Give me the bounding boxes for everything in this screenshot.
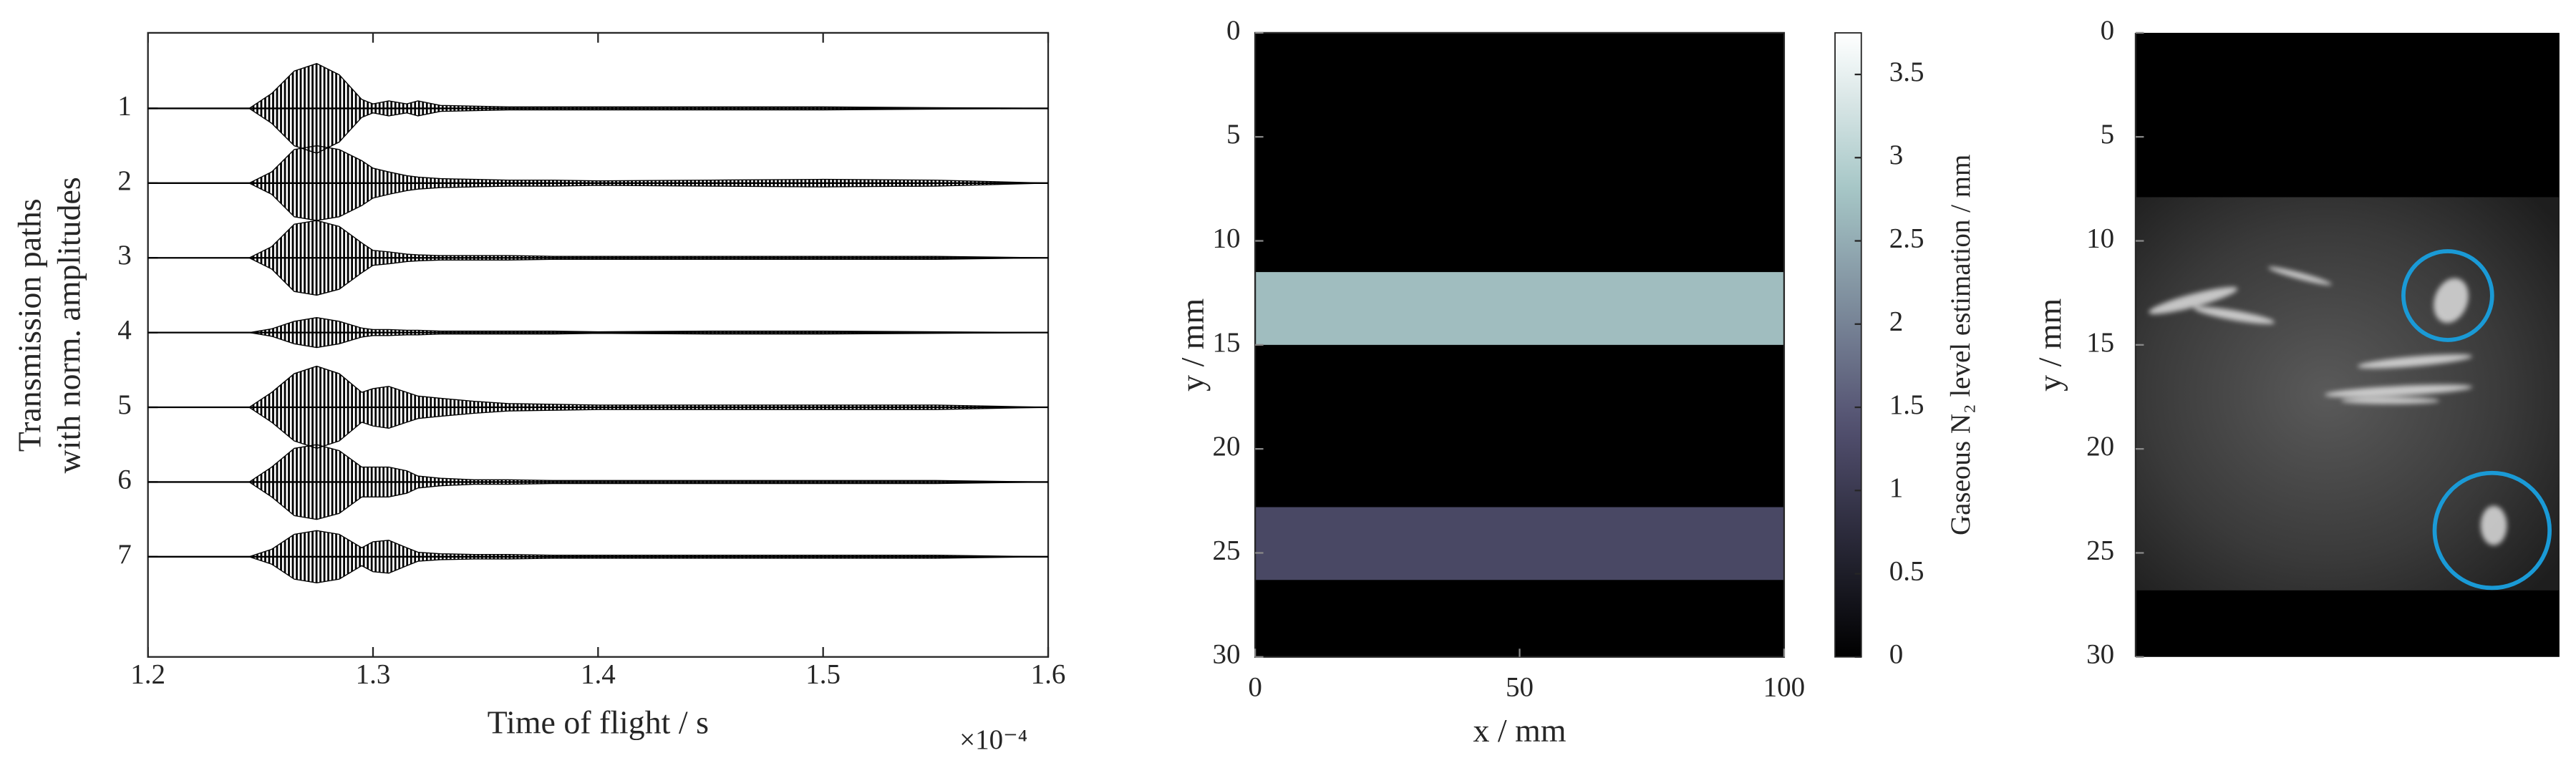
y-tick-label: 7 — [117, 539, 131, 570]
x-axis-label: Time of flight / s — [488, 704, 709, 741]
x-tick-label: 50 — [1506, 672, 1534, 703]
y-axis-label: Transmission paths — [11, 198, 48, 452]
x-axis-label: x / mm — [1473, 712, 1567, 749]
y-tick-label: 25 — [2086, 535, 2114, 565]
y-tick-label: 6 — [117, 464, 131, 495]
waveform-envelope — [147, 145, 1049, 184]
streak — [2480, 505, 2507, 545]
colorbar-tick-label: 1 — [1889, 472, 1904, 503]
waveform-envelope — [147, 365, 1049, 408]
streak — [2357, 354, 2472, 369]
y-axis-label: with norm. amplitudes — [51, 177, 87, 473]
streak — [2149, 287, 2238, 314]
heatmap-region — [1255, 507, 1784, 580]
y-tick-label: 0 — [2101, 15, 2115, 46]
waveform-envelope — [147, 530, 1049, 558]
x-tick-label: 1.3 — [356, 658, 391, 689]
colorbar-tick-label: 3.5 — [1889, 57, 1924, 87]
y-tick-label: 30 — [1212, 639, 1240, 670]
x-tick-label: 0 — [1248, 672, 1262, 703]
x-tick-label: 1.4 — [581, 658, 616, 689]
waveform-envelope — [147, 257, 1049, 296]
colorbar-tick-label: 0 — [1889, 639, 1904, 670]
highlight-circle — [2432, 470, 2552, 591]
x-multiplier: ×10⁻⁴ — [959, 724, 1027, 755]
waveform-envelope — [147, 107, 1049, 154]
x-tick-label: 1.6 — [1031, 658, 1066, 689]
waveform-envelope — [147, 407, 1049, 449]
streak — [2434, 278, 2469, 324]
y-tick-label: 20 — [1212, 431, 1240, 462]
photo-streaks — [2149, 266, 2507, 545]
y-tick-label: 1 — [117, 90, 131, 121]
streak — [2340, 397, 2440, 404]
waveform-envelope — [147, 481, 1049, 520]
y-tick-label: 5 — [1226, 119, 1241, 150]
x-tick-label: 1.5 — [805, 658, 841, 689]
highlight-circle — [2401, 249, 2494, 342]
y-tick-label: 3 — [117, 240, 131, 271]
waveform-envelope — [147, 556, 1049, 584]
colorbar-tick-label: 2 — [1889, 306, 1904, 337]
colorbar-label: Gaseous N₂ level estimation / mm — [1945, 155, 1976, 535]
y-tick-label: 10 — [2086, 223, 2114, 253]
y-tick-label: 2 — [117, 165, 131, 196]
streak — [2324, 384, 2473, 397]
waveform-envelope — [147, 317, 1049, 334]
heatmap-region — [1255, 272, 1784, 345]
streak — [2268, 266, 2332, 286]
y-tick-label: 25 — [1212, 535, 1240, 565]
y-tick-label: 0 — [1226, 15, 1241, 46]
waveform-envelope — [147, 183, 1049, 221]
y-tick-label: 15 — [1212, 327, 1240, 358]
waveform-envelope — [147, 220, 1049, 258]
streak — [2194, 306, 2275, 324]
colorbar-tick-label: 1.5 — [1889, 389, 1924, 420]
waveform-envelope — [147, 331, 1049, 349]
colorbar-tick-label: 3 — [1889, 140, 1904, 170]
colorbar — [1834, 31, 1862, 658]
y-tick-label: 5 — [2101, 119, 2115, 150]
y-tick-label: 30 — [2086, 639, 2114, 670]
y-tick-label: 5 — [117, 389, 131, 420]
x-tick-label: 1.2 — [130, 658, 165, 689]
y-tick-label: 20 — [2086, 431, 2114, 462]
y-axis-label: y / mm — [2032, 298, 2068, 392]
x-tick-label: 100 — [1763, 672, 1806, 703]
waveform-envelope — [147, 444, 1049, 483]
y-axis-label: y / mm — [1174, 298, 1211, 392]
waveform-envelope — [147, 63, 1049, 110]
colorbar-tick-label: 2.5 — [1889, 223, 1924, 253]
y-tick-label: 10 — [1212, 223, 1240, 253]
colorbar-tick-label: 0.5 — [1889, 555, 1924, 586]
y-tick-label: 15 — [2086, 327, 2114, 358]
y-tick-label: 4 — [117, 315, 131, 346]
